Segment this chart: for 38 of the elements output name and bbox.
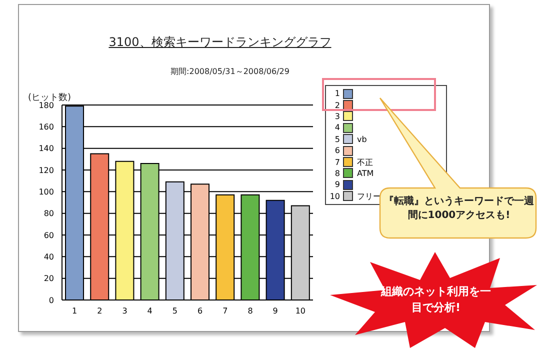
category-label: 7 bbox=[334, 158, 340, 167]
x-tick-label: 10 bbox=[295, 306, 306, 316]
chart-title: 3100、検索キーワードランキンググラフ bbox=[108, 34, 332, 51]
x-tick-label: 4 bbox=[147, 306, 152, 316]
x-tick-label: 3 bbox=[122, 306, 128, 316]
category-label: 3 bbox=[334, 112, 340, 121]
category-label: 4 bbox=[334, 123, 340, 132]
chart-subtitle: 期間:2008/05/31～2008/06/29 bbox=[170, 66, 290, 77]
category-label: 9 bbox=[334, 180, 340, 190]
y-tick-label: 180 bbox=[38, 100, 54, 110]
x-tick-label: 5 bbox=[172, 306, 178, 316]
category-label: 8 bbox=[334, 168, 340, 178]
legend-label: 不正 bbox=[357, 156, 373, 168]
y-tick-label: 100 bbox=[38, 188, 54, 197]
y-tick-label: 160 bbox=[38, 122, 54, 132]
y-tick-label: 20 bbox=[44, 274, 54, 284]
y-tick-label: 140 bbox=[38, 144, 54, 154]
category-label: 1 bbox=[334, 89, 340, 98]
category-label: 5 bbox=[334, 134, 340, 144]
legend-label: ATM bbox=[357, 168, 374, 178]
category-label: 6 bbox=[334, 146, 340, 156]
text: 『転職』というキーワードで一週間に1000アクセスも! bbox=[384, 195, 534, 223]
x-tick-label: 1 bbox=[72, 306, 78, 316]
x-tick-label: 2 bbox=[97, 306, 102, 316]
x-tick-label: 9 bbox=[272, 306, 278, 316]
legend-label: vb bbox=[357, 134, 367, 144]
category-label: 10 bbox=[330, 192, 340, 201]
x-tick-label: 7 bbox=[222, 306, 228, 316]
category-label: 2 bbox=[334, 100, 340, 110]
y-tick-label: 0 bbox=[48, 296, 54, 305]
y-axis-title: (ヒット数) bbox=[28, 92, 72, 103]
legend-label: フリー bbox=[357, 190, 381, 202]
y-tick-label: 80 bbox=[44, 209, 54, 218]
y-tick-label: 40 bbox=[44, 252, 54, 262]
x-tick-label: 8 bbox=[248, 306, 253, 316]
x-tick-label: 6 bbox=[198, 306, 203, 316]
y-tick-label: 120 bbox=[38, 166, 54, 175]
y-tick-label: 60 bbox=[44, 230, 54, 240]
